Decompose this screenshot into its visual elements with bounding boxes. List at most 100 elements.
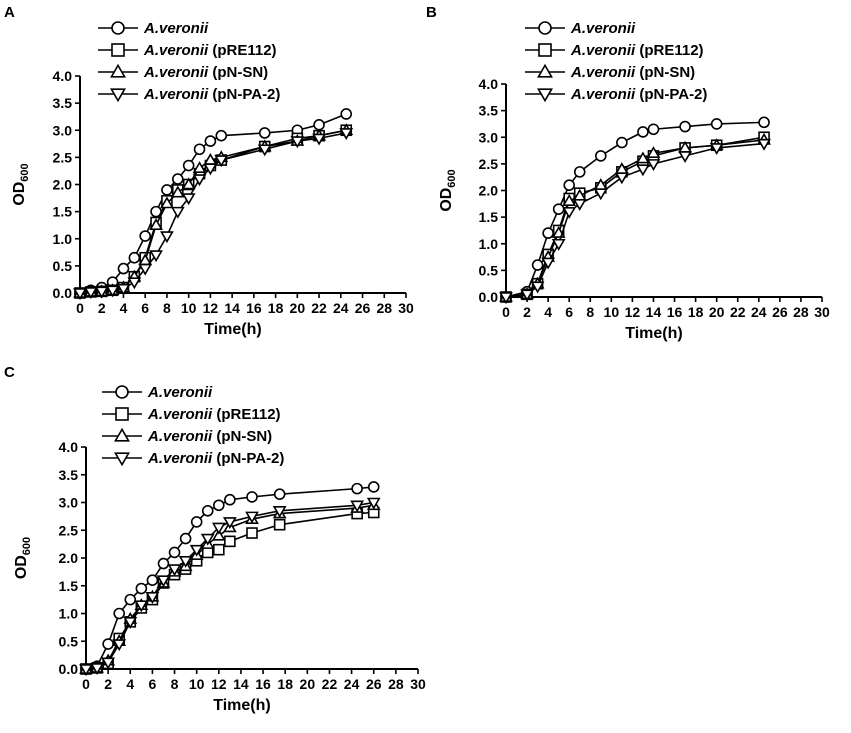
y-tick-label: 3.0 <box>479 129 499 145</box>
x-tick-label: 10 <box>604 304 620 320</box>
data-point <box>351 482 363 495</box>
data-point <box>245 511 259 524</box>
data-point <box>312 133 326 146</box>
legend-marker-square <box>115 407 129 421</box>
data-point <box>222 517 237 530</box>
x-axis-label: Time(h) <box>204 321 261 338</box>
data-point <box>79 664 93 677</box>
x-tick-label: 22 <box>730 304 746 320</box>
series-circle <box>80 481 380 675</box>
x-tick-label: 24 <box>333 300 349 316</box>
data-point <box>156 575 171 588</box>
data-point <box>168 546 181 559</box>
x-tick-label: 2 <box>98 300 106 316</box>
x-tick-label: 4 <box>126 676 134 692</box>
panel-a: A0.00.51.01.52.02.53.03.54.00 2 4 6 8 10 12 14 1… <box>4 4 414 338</box>
x-tick-label: 10 <box>181 300 197 316</box>
y-tick-label: 2.0 <box>53 177 73 193</box>
data-point <box>189 544 204 557</box>
legend-marker-square <box>111 43 125 57</box>
y-tick-label: 2.0 <box>479 183 499 199</box>
data-point <box>520 289 534 302</box>
data-point <box>146 574 159 587</box>
data-point <box>161 184 173 196</box>
data-point <box>135 582 148 595</box>
data-point <box>190 516 203 528</box>
y-tick-label: 1.5 <box>53 204 73 220</box>
y-tick-label: 2.5 <box>59 522 79 538</box>
data-point <box>94 286 109 299</box>
legend-item: A.veronii (pN-PA-2) <box>98 86 280 103</box>
x-tick-label: 4 <box>120 300 128 316</box>
data-point <box>201 546 214 559</box>
series-triangle-down <box>73 128 354 301</box>
data-point <box>313 119 325 131</box>
data-point <box>709 143 724 155</box>
legend-item: A.veronii (pRE112) <box>98 42 277 59</box>
data-point <box>246 527 258 539</box>
legend-marker-triangle-up <box>114 427 130 442</box>
x-tick-label: 14 <box>646 304 662 320</box>
x-tick-label: 28 <box>376 300 392 316</box>
x-tick-label: 6 <box>141 300 149 316</box>
data-point <box>192 174 207 187</box>
x-tick-label: 16 <box>667 304 683 320</box>
x-tick-label: 12 <box>203 300 219 316</box>
x-tick-label: 18 <box>268 300 284 316</box>
legend-label: A.veronii (pN-PA-2) <box>147 450 284 467</box>
data-point <box>181 177 196 190</box>
legend-item: A.veronii (pN-PA-2) <box>525 86 707 103</box>
x-tick-label: 28 <box>388 676 404 692</box>
legend-item: A.veronii (pN-SN) <box>525 63 695 81</box>
series-line <box>505 142 765 298</box>
data-point <box>181 193 196 206</box>
x-tick-label: 16 <box>246 300 262 316</box>
x-axis-label: Time(h) <box>213 697 270 714</box>
y-tick-label: 3.5 <box>59 467 79 483</box>
data-point <box>167 564 182 577</box>
x-tick-label: 8 <box>163 300 171 316</box>
x-tick-label: 18 <box>277 676 293 692</box>
series-line <box>505 136 765 298</box>
data-point <box>117 262 130 275</box>
x-tick-label: 0 <box>76 300 84 316</box>
legend-label: A.veronii (pRE112) <box>143 42 277 59</box>
y-tick-label: 4.0 <box>59 439 79 455</box>
y-axis-label: OD600 <box>13 537 33 579</box>
y-tick-label: 0.5 <box>53 258 73 274</box>
data-point <box>211 522 226 535</box>
data-point <box>646 146 661 159</box>
legend-marker-circle <box>538 21 552 35</box>
data-point <box>101 657 116 670</box>
legend-label: A.veronii (pRE112) <box>570 42 704 59</box>
legend-item: A.veronii (pN-PA-2) <box>102 450 284 467</box>
legend-marker-square <box>538 43 552 57</box>
data-point <box>200 533 215 546</box>
x-tick-label: 4 <box>544 304 552 320</box>
data-point <box>290 136 305 149</box>
legend-label: A.veronii (pN-SN) <box>143 64 268 81</box>
data-point <box>172 173 184 185</box>
data-point <box>214 155 229 168</box>
panel-label: A <box>4 4 15 21</box>
series-triangle-down <box>79 497 381 677</box>
series-triangle-down <box>499 138 771 305</box>
data-point <box>594 150 607 162</box>
series-line <box>505 139 765 298</box>
legend-marker-triangle-down <box>537 88 553 103</box>
y-tick-label: 1.0 <box>53 231 73 247</box>
x-tick-label: 10 <box>189 676 205 692</box>
panel-b: B0.00.51.01.52.02.53.03.54.00 2 4 6 8 10 12 14 1… <box>426 4 830 342</box>
data-point <box>193 143 206 156</box>
y-tick-label: 2.5 <box>53 149 73 165</box>
series-triangle-up <box>73 123 354 298</box>
panel-label: C <box>4 364 15 381</box>
y-tick-label: 1.0 <box>59 606 79 622</box>
data-point <box>178 555 193 568</box>
data-point <box>258 127 271 139</box>
y-tick-label: 3.5 <box>479 103 499 119</box>
data-point <box>367 481 380 493</box>
data-point <box>757 138 771 151</box>
legend-marker-triangle-down <box>110 88 126 103</box>
data-point <box>710 118 723 130</box>
